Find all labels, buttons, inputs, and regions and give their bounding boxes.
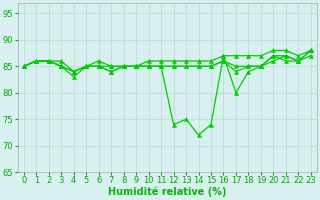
- X-axis label: Humidité relative (%): Humidité relative (%): [108, 187, 227, 197]
